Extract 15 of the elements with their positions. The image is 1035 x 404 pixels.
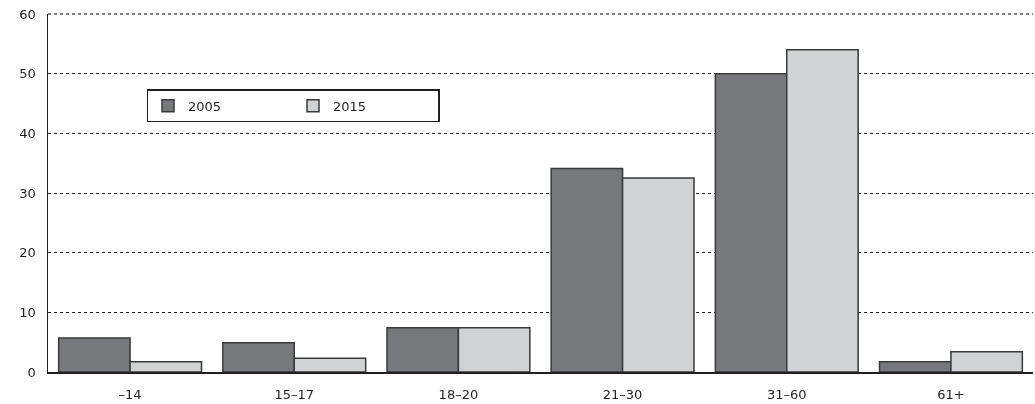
y-tick-label: 30: [19, 185, 36, 201]
y-tick-label: 20: [19, 245, 36, 261]
legend-label: 2015: [333, 98, 367, 114]
y-tick-label: 0: [27, 364, 36, 380]
y-tick-label: 40: [19, 125, 36, 141]
x-tick-label: –14: [118, 387, 142, 403]
x-tick-label: 18–20: [438, 387, 479, 403]
x-tick-label: 15–17: [274, 387, 315, 403]
legend-label: 2005: [188, 98, 222, 114]
y-tick-label: 60: [19, 6, 36, 22]
x-tick-label: 21–30: [602, 387, 643, 403]
x-tick-label: 31–60: [766, 387, 807, 403]
y-tick-label: 10: [19, 304, 36, 320]
x-tick-label: 61+: [937, 387, 965, 403]
y-tick-label: 50: [19, 66, 36, 82]
